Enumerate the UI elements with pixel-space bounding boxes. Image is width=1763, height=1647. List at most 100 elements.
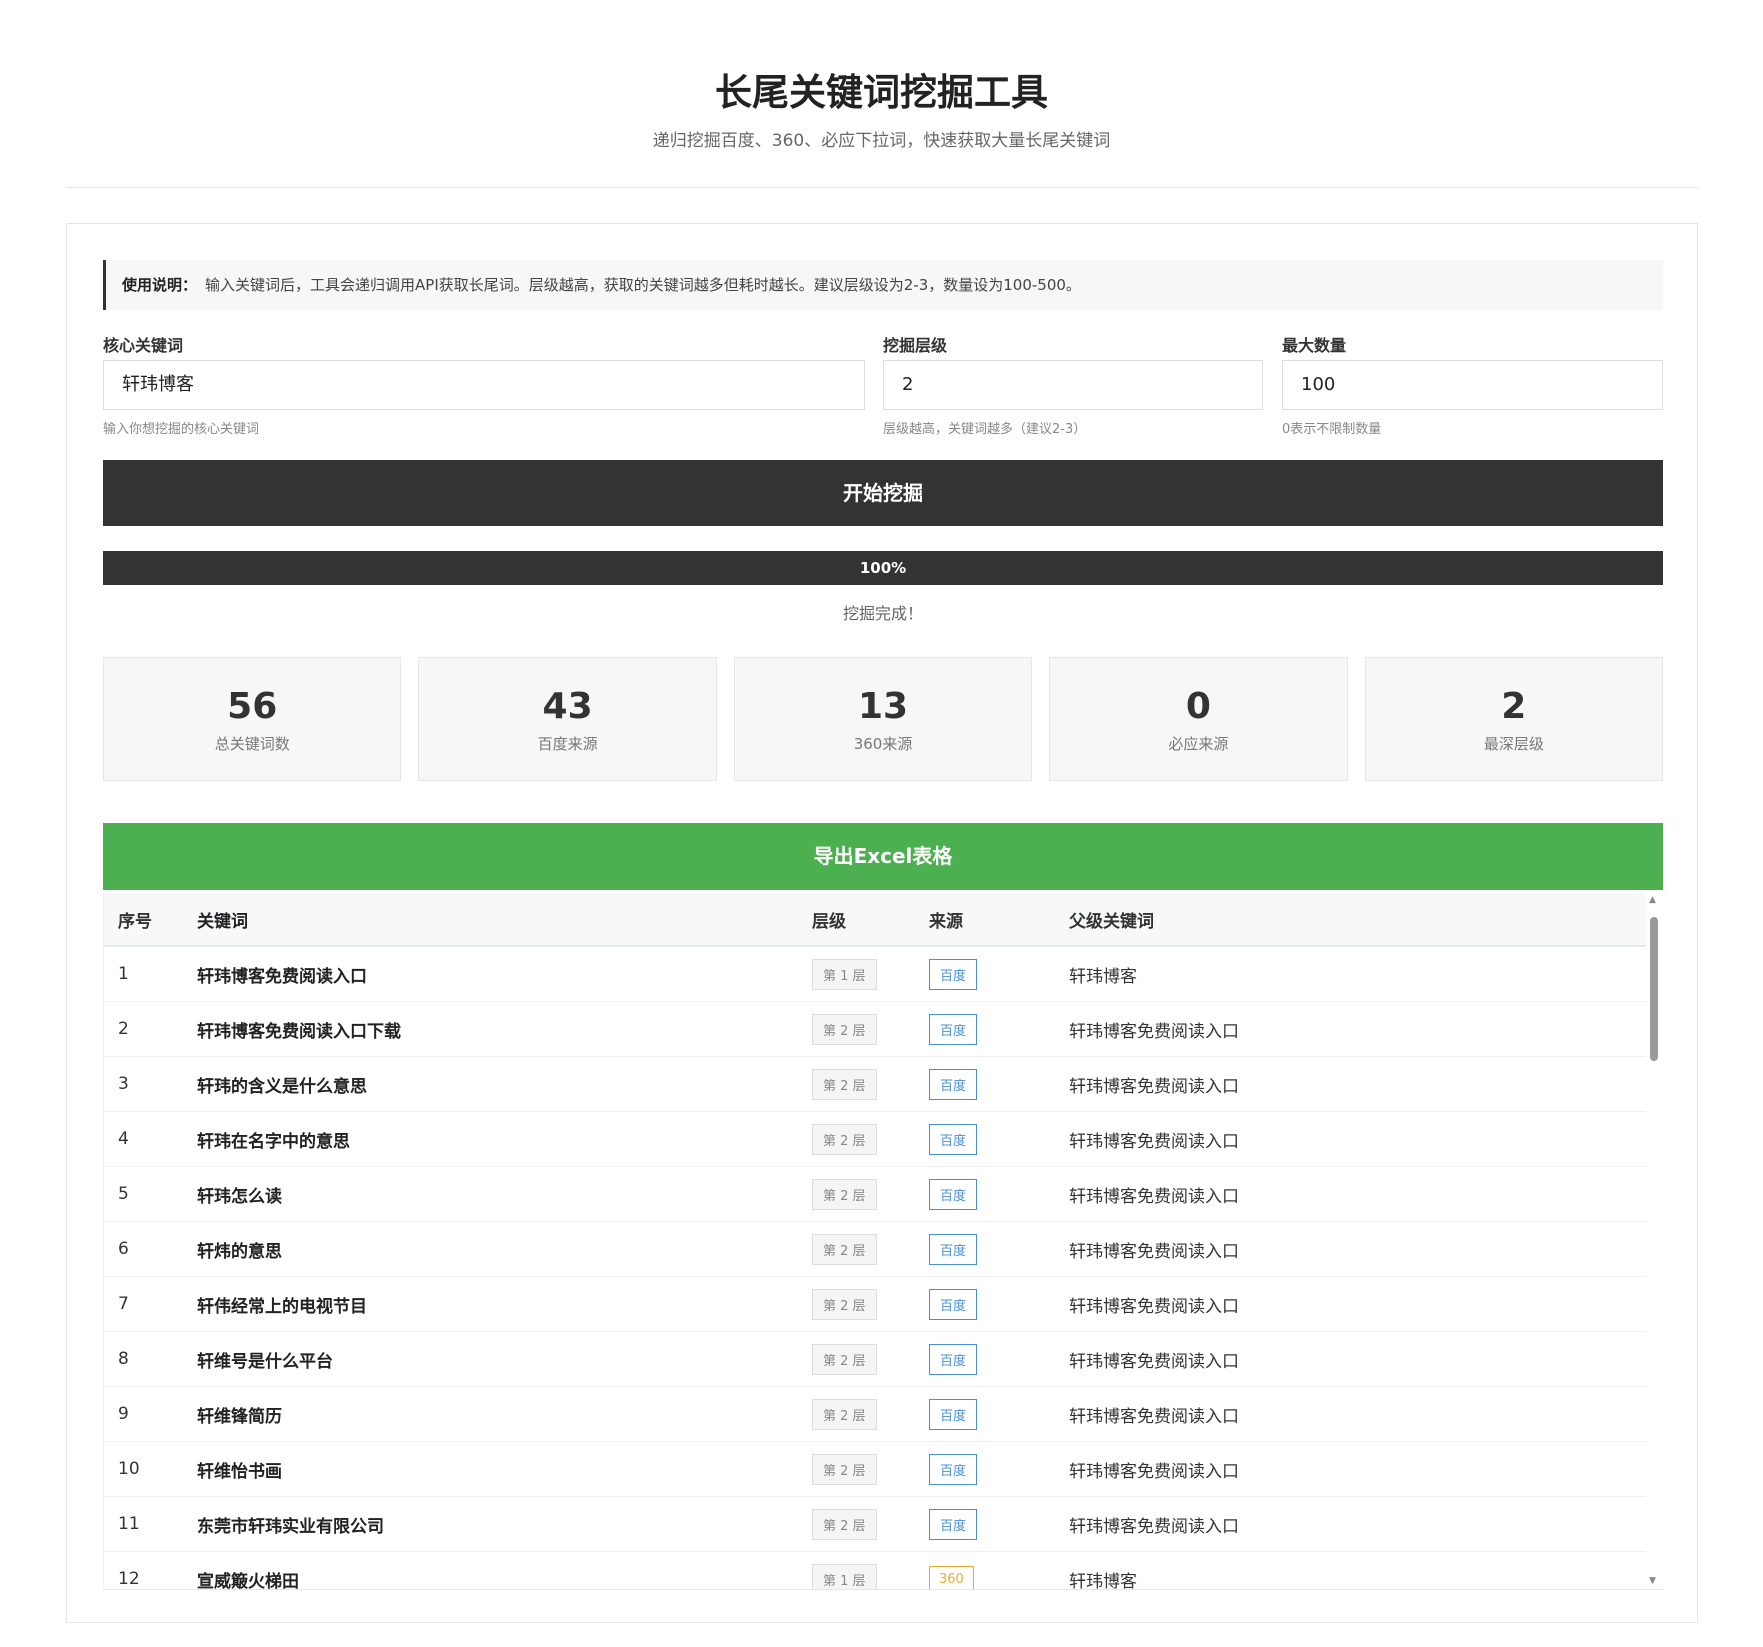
table-row: 4 轩玮在名字中的意思 第 2 层 百度 轩玮博客免费阅读入口 [104, 1112, 1646, 1167]
level-badge: 第 2 层 [812, 1398, 877, 1430]
row-index: 12 [118, 1569, 140, 1589]
level-badge: 第 2 层 [812, 1013, 877, 1045]
stat-value: 0 [1185, 686, 1211, 727]
row-parent-keyword: 轩玮博客 [1069, 966, 1137, 987]
stat-label: 360来源 [853, 735, 913, 753]
stat-value: 2 [1501, 686, 1527, 727]
row-index: 6 [118, 1239, 129, 1259]
row-parent-keyword: 轩玮博客免费阅读入口 [1069, 1076, 1239, 1097]
row-keyword: 轩维锋简历 [197, 1406, 282, 1427]
row-index: 9 [118, 1404, 129, 1424]
keyword-field-group: 核心关键词 轩玮博客 输入你想挖掘的核心关键词 [103, 332, 865, 437]
page-title: 长尾关键词挖掘工具 [715, 71, 1048, 114]
stat-value: 56 [227, 686, 278, 727]
stats-row: 56 总关键词数 43 百度来源 13 360来源 0 必应来源 2 最深层级 [103, 657, 1664, 781]
table-row: 9 轩维锋简历 第 2 层 百度 轩玮博客免费阅读入口 [104, 1387, 1646, 1442]
table-row: 3 轩玮的含义是什么意思 第 2 层 百度 轩玮博客免费阅读入口 [104, 1057, 1646, 1112]
level-badge: 第 2 层 [812, 1123, 877, 1155]
row-parent-keyword: 轩玮博客免费阅读入口 [1069, 1131, 1239, 1152]
level-badge: 第 1 层 [812, 1563, 877, 1589]
depth-hint: 层级越高，关键词越多（建议2-3） [883, 422, 1087, 437]
source-badge: 百度 [929, 1068, 978, 1100]
level-badge: 第 2 层 [812, 1343, 877, 1375]
header-divider [66, 187, 1698, 188]
header-keyword: 关键词 [197, 911, 248, 932]
row-parent-keyword: 轩玮博客免费阅读入口 [1069, 1406, 1239, 1427]
row-index: 4 [118, 1129, 129, 1149]
row-index: 10 [118, 1459, 140, 1479]
keyword-input[interactable]: 轩玮博客 [103, 360, 865, 410]
stat-value: 43 [542, 686, 593, 727]
table-row: 5 轩玮怎么读 第 2 层 百度 轩玮博客免费阅读入口 [104, 1167, 1646, 1222]
table-row: 8 轩维号是什么平台 第 2 层 百度 轩玮博客免费阅读入口 [104, 1332, 1646, 1387]
table-body: 1 轩玮博客免费阅读入口 第 1 层 百度 轩玮博客 2 轩玮博客免费阅读入口下载… [104, 947, 1663, 1590]
row-keyword: 轩炜的意思 [197, 1241, 282, 1262]
stat-label: 总关键词数 [214, 735, 290, 753]
table-row: 2 轩玮博客免费阅读入口下载 第 2 层 百度 轩玮博客免费阅读入口 [104, 1002, 1646, 1057]
source-badge: 百度 [929, 1013, 978, 1045]
scroll-up-arrow-icon[interactable]: ▲ [1649, 895, 1656, 905]
keyword-hint: 输入你想挖掘的核心关键词 [103, 422, 260, 437]
level-badge: 第 2 层 [812, 1508, 877, 1540]
level-badge: 第 2 层 [812, 1288, 877, 1320]
source-badge: 百度 [929, 1233, 978, 1265]
row-keyword: 轩维怡书画 [197, 1461, 282, 1482]
table-row: 12 宣威簸火梯田 第 1 层 360 轩玮博客 [104, 1552, 1646, 1590]
row-parent-keyword: 轩玮博客免费阅读入口 [1069, 1461, 1239, 1482]
row-index: 5 [118, 1184, 129, 1204]
row-parent-keyword: 轩玮博客免费阅读入口 [1069, 1021, 1239, 1042]
source-badge: 百度 [929, 1288, 978, 1320]
row-parent-keyword: 轩玮博客 [1069, 1571, 1137, 1590]
results-table: 序号 关键词 层级 来源 父级关键词 1 轩玮博客免费阅读入口 第 1 层 百度… [103, 893, 1663, 1590]
row-keyword: 轩维号是什么平台 [197, 1351, 333, 1372]
export-excel-button[interactable]: 导出Excel表格 [103, 823, 1663, 890]
progress-fill: 100% [103, 551, 1663, 585]
max-count-input[interactable]: 100 [1282, 360, 1663, 410]
row-keyword: 轩玮的含义是什么意思 [197, 1076, 367, 1097]
stat-card: 56 总关键词数 [103, 657, 402, 781]
level-badge: 第 2 层 [812, 1068, 877, 1100]
depth-input[interactable]: 2 [883, 360, 1263, 410]
page-subtitle: 递归挖掘百度、360、必应下拉词，快速获取大量长尾关键词 [652, 131, 1111, 151]
table-row: 1 轩玮博客免费阅读入口 第 1 层 百度 轩玮博客 [104, 947, 1646, 1002]
table-scrollbar[interactable]: ▲ ▼ [1645, 893, 1663, 1590]
stat-label: 必应来源 [1168, 735, 1229, 753]
depth-field-group: 挖掘层级 2 层级越高，关键词越多（建议2-3） [883, 332, 1263, 437]
source-badge: 360 [929, 1565, 974, 1589]
row-parent-keyword: 轩玮博客免费阅读入口 [1069, 1516, 1239, 1537]
level-badge: 第 2 层 [812, 1233, 877, 1265]
row-keyword: 轩玮怎么读 [197, 1186, 282, 1207]
scroll-down-arrow-icon[interactable]: ▼ [1649, 1576, 1656, 1586]
row-index: 11 [118, 1514, 140, 1534]
stat-label: 最深层级 [1483, 735, 1544, 753]
row-parent-keyword: 轩玮博客免费阅读入口 [1069, 1186, 1239, 1207]
source-badge: 百度 [929, 1178, 978, 1210]
row-index: 2 [118, 1019, 129, 1039]
main-card: 使用说明： 输入关键词后，工具会递归调用API获取长尾词。层级越高，获取的关键词越… [66, 223, 1698, 1623]
source-badge: 百度 [929, 1453, 978, 1485]
stat-card: 43 百度来源 [418, 657, 717, 781]
row-keyword: 轩伟经常上的电视节目 [197, 1296, 367, 1317]
usage-notice: 使用说明： 输入关键词后，工具会递归调用API获取长尾词。层级越高，获取的关键词越… [103, 260, 1663, 310]
table-row: 11 东莞市轩玮实业有限公司 第 2 层 百度 轩玮博客免费阅读入口 [104, 1497, 1646, 1552]
source-badge: 百度 [929, 958, 978, 990]
row-keyword: 轩玮博客免费阅读入口下载 [197, 1021, 401, 1042]
header-level: 层级 [812, 911, 846, 932]
row-index: 8 [118, 1349, 129, 1369]
table-header: 序号 关键词 层级 来源 父级关键词 [104, 893, 1646, 947]
header-index: 序号 [118, 911, 152, 932]
notice-label: 使用说明： [122, 276, 198, 294]
stat-label: 百度来源 [537, 735, 598, 753]
row-keyword: 东莞市轩玮实业有限公司 [197, 1516, 384, 1537]
start-mining-button[interactable]: 开始挖掘 [103, 460, 1663, 526]
row-index: 7 [118, 1294, 129, 1314]
progress-bar: 100% [103, 551, 1663, 585]
row-index: 1 [118, 964, 129, 984]
row-index: 3 [118, 1074, 129, 1094]
status-text: 挖掘完成！ [842, 604, 923, 623]
row-parent-keyword: 轩玮博客免费阅读入口 [1069, 1296, 1239, 1317]
stat-value: 13 [857, 686, 909, 727]
row-parent-keyword: 轩玮博客免费阅读入口 [1069, 1241, 1239, 1262]
max-label: 最大数量 [1282, 336, 1347, 355]
scrollbar-thumb[interactable] [1650, 917, 1658, 1061]
